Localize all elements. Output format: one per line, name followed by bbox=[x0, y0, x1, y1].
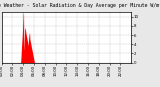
Text: Milwaukee Weather - Solar Radiation & Day Average per Minute W/m² (Today): Milwaukee Weather - Solar Radiation & Da… bbox=[0, 3, 160, 8]
